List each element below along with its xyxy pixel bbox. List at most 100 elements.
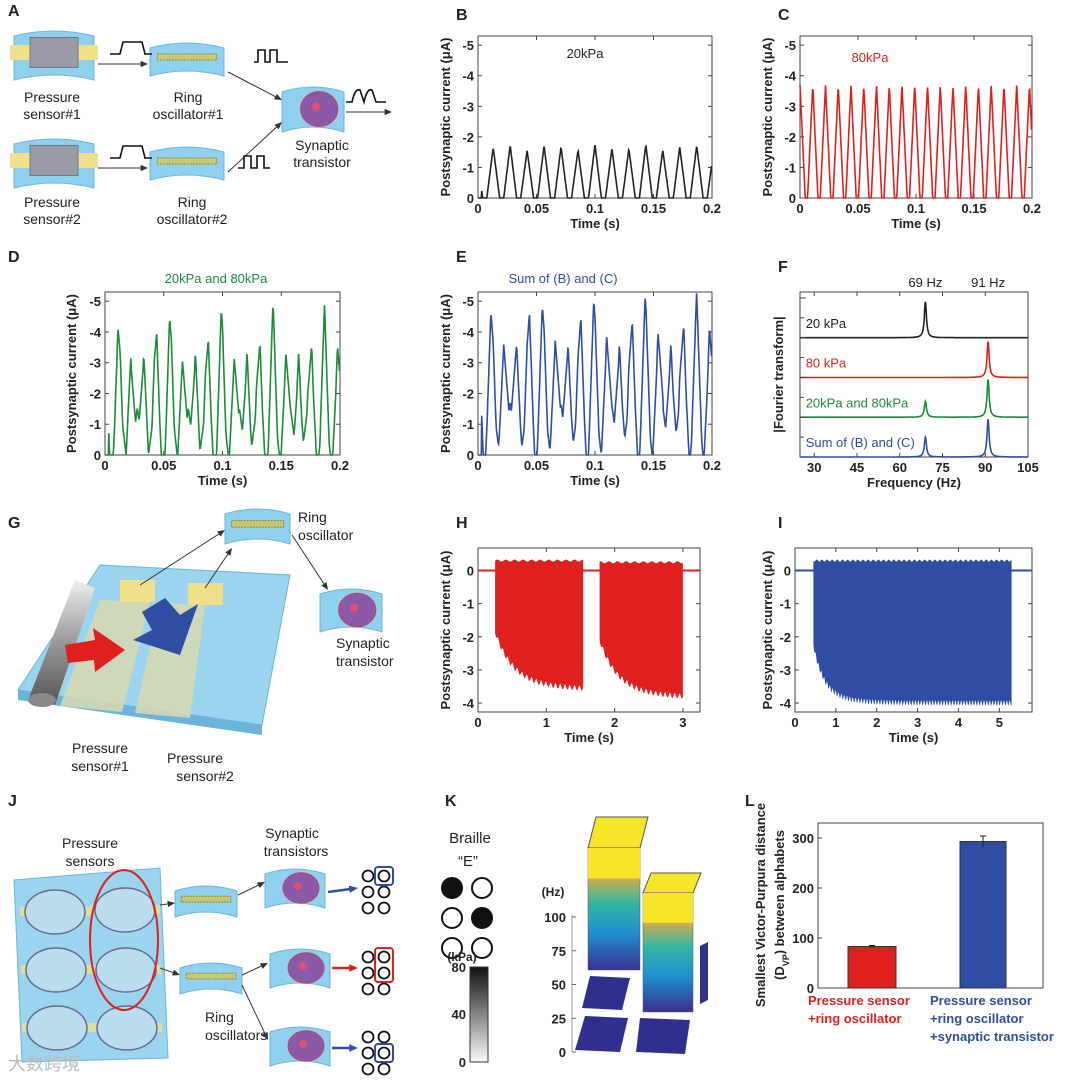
x-tick-label: 90 xyxy=(978,460,992,475)
x-tick-label: 45 xyxy=(850,460,864,475)
synapse-dot xyxy=(350,603,359,612)
category-label: +ring oscillator xyxy=(808,1011,902,1026)
synapse-dot xyxy=(294,882,302,890)
y-tick-label: 0 xyxy=(784,564,791,579)
category-label: +synaptic transistor xyxy=(930,1029,1054,1044)
ring-label: Ring xyxy=(178,194,207,210)
y-tick-label: -3 xyxy=(462,356,474,371)
sensor-cell xyxy=(25,947,87,993)
ring-oscillator-1-image xyxy=(149,42,225,77)
y-tick-label: -1 xyxy=(89,417,101,432)
panel-I: 0 1 2 3 4 5 0 -1 -2 -3 -4 Time (s) Postsynaptic curr… xyxy=(760,547,1033,745)
x-axis-label: Time (s) xyxy=(198,473,248,488)
panel-letter-E: E xyxy=(456,249,467,266)
y-tick-label: -2 xyxy=(784,130,796,145)
ring-label: Ring xyxy=(174,89,203,105)
braille-dot xyxy=(377,885,391,899)
panel-C: 0 0.05 0.1 0.15 0.2 0 -1 -2 -3 -4 -5 Time (s) Postsy… xyxy=(760,35,1041,231)
braille-dot-flat xyxy=(471,937,493,959)
x-tick-label: 0 xyxy=(791,715,798,730)
y-tick-label: -1 xyxy=(462,597,474,612)
synapse-dot xyxy=(299,1040,307,1048)
x-tick-label: 75 xyxy=(935,460,949,475)
rings-label: Ring xyxy=(205,1009,234,1025)
y-tick-label: -4 xyxy=(784,69,796,84)
arrow xyxy=(98,164,148,172)
highlight-box xyxy=(374,1043,394,1063)
x-axis-label: Time (s) xyxy=(889,730,939,745)
y-tick-label: 0 xyxy=(94,448,101,463)
burst-envelope xyxy=(599,561,683,699)
braille-dot xyxy=(377,1046,391,1060)
bar-top xyxy=(587,816,649,849)
burst-envelope xyxy=(495,559,584,691)
x-tick-label: 0.2 xyxy=(331,458,349,473)
highlight-box xyxy=(374,947,394,983)
braille-dot xyxy=(361,1046,375,1060)
highlight-box xyxy=(374,866,394,886)
plot-frame xyxy=(794,547,1033,713)
plot-title: 20kPa xyxy=(567,46,605,61)
ring-label: oscillator xyxy=(298,527,354,543)
y-axis-label-2: (DVP) between alphabets xyxy=(772,830,791,980)
bar-tile-flat xyxy=(636,1018,690,1054)
y-tick-label: -2 xyxy=(462,386,474,401)
panel-letter-I: I xyxy=(778,515,782,532)
y-tick-label: -1 xyxy=(779,597,791,612)
bar-top-face xyxy=(588,848,640,879)
output-arrow xyxy=(332,1044,358,1052)
synaptic-transistor-image xyxy=(264,868,326,909)
sensor-pad xyxy=(29,145,79,176)
arrow xyxy=(227,71,282,100)
y-tick-label: -4 xyxy=(462,69,474,84)
y-tick-label: -5 xyxy=(462,38,474,53)
sensor-label: sensor#1 xyxy=(71,758,129,774)
y-tick-label: 0 xyxy=(807,981,814,996)
x-tick-label: 0.1 xyxy=(586,201,604,216)
plot-title: 80kPa xyxy=(852,50,890,65)
plot-frame xyxy=(817,822,1044,989)
arrow xyxy=(346,108,392,116)
arrow xyxy=(227,122,282,173)
x-tick-label: 0 xyxy=(796,201,803,216)
category-label: Pressure sensor xyxy=(808,993,910,1008)
y-axis-label: Postsynaptic current (μA) xyxy=(438,38,453,197)
category-label: Pressure sensor xyxy=(930,993,1032,1008)
x-axis-label: Time (s) xyxy=(564,730,614,745)
panel-letter-C: C xyxy=(778,7,790,24)
spectrum-line xyxy=(800,301,1028,339)
waveform-20kpa xyxy=(478,144,713,199)
braille-dot xyxy=(377,982,391,996)
x-tick-label: 4 xyxy=(955,715,963,730)
pressure-pulse-icon xyxy=(110,145,152,159)
synaptic-transistor-image xyxy=(269,948,331,989)
synapse-dot xyxy=(299,962,307,970)
synaptic-transistor-image xyxy=(269,1026,331,1067)
y-tick-label: -1 xyxy=(462,417,474,432)
x-axis-label: Frequency (Hz) xyxy=(867,475,961,490)
z-tick-label: 25 xyxy=(552,1011,566,1026)
pressure-sensor-platform xyxy=(17,564,291,735)
oscillator-strip xyxy=(231,520,284,528)
braille-dot xyxy=(361,1030,375,1044)
y-tick-label: -2 xyxy=(462,630,474,645)
ring-label: Ring xyxy=(298,509,327,525)
braille-dot-flat xyxy=(441,907,463,929)
ring-label: oscillator#2 xyxy=(157,211,228,227)
square-wave-icon xyxy=(254,49,288,63)
sensor-label: sensor#1 xyxy=(23,106,81,122)
panel-L: 0 100 200 300 Pressure sensor +ring oscillato… xyxy=(753,803,1054,1044)
y-tick-label: 300 xyxy=(792,831,814,846)
x-axis-label: Time (s) xyxy=(570,473,620,488)
panel-H: 0 1 2 3 0 -1 -2 -3 -4 Time (s) Postsynaptic curren… xyxy=(438,547,701,745)
panel-E: 0 0.05 0.1 0.15 0.2 0 -1 -2 -3 -4 -5 Time (s) Postsy… xyxy=(438,271,721,488)
arrow xyxy=(159,900,175,908)
plot-frame xyxy=(477,547,701,713)
x-tick-label: 0.15 xyxy=(961,201,986,216)
sensors-label: Pressure xyxy=(62,835,118,851)
synaptic-transistor-image xyxy=(281,86,345,133)
synapse-dot xyxy=(312,102,321,111)
y-tick-label: -1 xyxy=(462,160,474,175)
x-tick-label: 0.15 xyxy=(641,201,666,216)
y-tick-label: -4 xyxy=(462,696,474,711)
